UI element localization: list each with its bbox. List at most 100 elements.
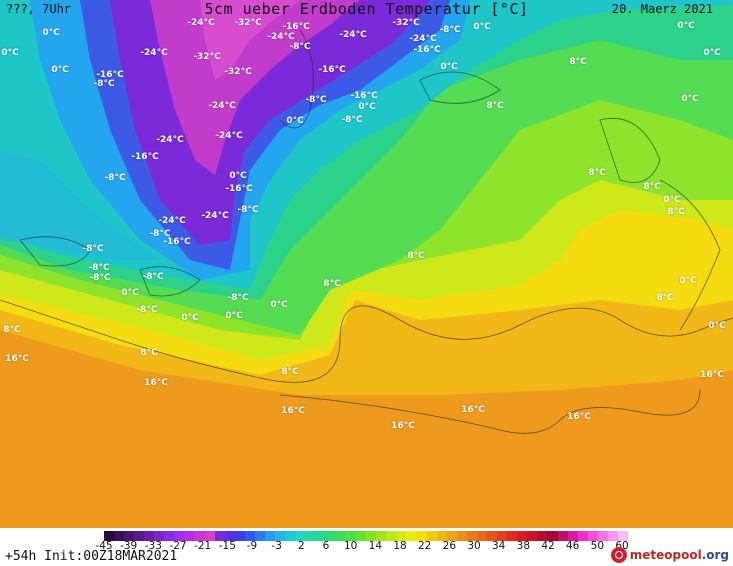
color-swatch <box>436 531 447 541</box>
isotherm-label: -24°C <box>215 131 243 141</box>
isotherm-label: -8°C <box>289 42 311 52</box>
isotherm-label: 8°C <box>643 182 661 192</box>
color-swatch <box>376 531 387 541</box>
isotherm-label: -8°C <box>227 293 249 303</box>
color-swatch <box>285 531 296 541</box>
scale-tick-label: -21 <box>194 540 212 552</box>
scale-tick-label: 22 <box>417 540 432 552</box>
color-swatch <box>124 531 135 541</box>
color-swatch <box>255 531 266 541</box>
zone-magenta-core <box>200 0 300 80</box>
color-swatch <box>547 531 558 541</box>
scale-tick-label: -15 <box>218 540 236 552</box>
isotherm-label: 0°C <box>1 48 19 58</box>
color-swatch <box>426 531 437 541</box>
color-swatch <box>275 531 286 541</box>
scale-tick-label: 6 <box>322 540 330 552</box>
isotherm-label: 16°C <box>144 378 168 388</box>
color-swatch <box>577 531 588 541</box>
scale-tick-label: -27 <box>169 540 187 552</box>
color-swatch <box>517 531 528 541</box>
scale-tick-label: -33 <box>144 540 162 552</box>
color-swatch <box>456 531 467 541</box>
color-swatch <box>507 531 518 541</box>
scale-tick-label: 10 <box>343 540 358 552</box>
scale-tick-label: 46 <box>565 540 580 552</box>
isotherm-label: -8°C <box>93 79 115 89</box>
isotherm-label: 0°C <box>229 171 247 181</box>
color-swatch <box>366 531 377 541</box>
isotherm-label: -24°C <box>187 18 215 28</box>
isotherm-label: -8°C <box>149 229 171 239</box>
isotherm-label: -16°C <box>282 22 310 32</box>
isotherm-label: 8°C <box>281 367 299 377</box>
isotherm-label: -16°C <box>225 184 253 194</box>
isotherm-label: 16°C <box>5 354 29 364</box>
color-swatch <box>406 531 417 541</box>
isotherm-label: -16°C <box>413 45 441 55</box>
scale-tick-label: 2 <box>297 540 305 552</box>
isotherm-label: 8°C <box>407 251 425 261</box>
isotherm-label: 16°C <box>567 412 591 422</box>
isotherm-label: -32°C <box>392 18 420 28</box>
isotherm-label: 0°C <box>473 22 491 32</box>
isotherm-label: -24°C <box>339 30 367 40</box>
isotherm-label: -8°C <box>136 305 158 315</box>
logo-main: meteopool <box>629 548 702 562</box>
color-swatch <box>386 531 397 541</box>
isotherm-label: 8°C <box>323 279 341 289</box>
zone-magenta <box>150 0 360 175</box>
scale-tick-label: -45 <box>95 540 113 552</box>
color-swatch <box>476 531 487 541</box>
color-scale-bar <box>104 531 629 541</box>
color-swatch <box>335 531 346 541</box>
color-swatch <box>164 531 175 541</box>
scale-tick-label: -3 <box>271 540 282 552</box>
legend: -45 -39 -33 -27 -21 -15 -9 -3 2 6 10 14 18 22 26 30 34 38… <box>0 528 733 566</box>
color-swatch <box>567 531 578 541</box>
isotherm-label: 0°C <box>286 116 304 126</box>
scale-tick-label: 18 <box>393 540 407 552</box>
isotherm-label: -24°C <box>201 211 229 221</box>
isotherm-label: 0°C <box>681 94 699 104</box>
map-canvas <box>0 0 733 528</box>
isotherm-label: -16°C <box>131 152 159 162</box>
map-title: 5cm ueber Erdboden Temperatur [°C] <box>204 0 529 18</box>
temperature-map: -24°C -32°C -16°C -32°C -8°C 0°C 0°C 0°C 0°C 0°C -… <box>0 0 733 528</box>
color-swatch <box>607 531 618 541</box>
isotherm-label: -8°C <box>82 244 104 254</box>
scale-tick-label: 34 <box>491 540 506 552</box>
scale-tick-label: 42 <box>541 540 555 552</box>
isotherm-label: -24°C <box>208 101 236 111</box>
scale-tick-label: -39 <box>120 540 138 552</box>
scale-tick-label: 38 <box>516 540 531 552</box>
color-swatch <box>416 531 427 541</box>
color-swatch <box>295 531 306 541</box>
color-swatch <box>235 531 246 541</box>
isotherm-label: 0°C <box>440 62 458 72</box>
isotherm-label: 8°C <box>3 325 21 335</box>
color-swatch <box>325 531 336 541</box>
isotherm-label: -32°C <box>193 52 221 62</box>
scale-tick-label: 26 <box>442 540 457 552</box>
isotherm-label: 0°C <box>663 195 681 205</box>
color-swatch <box>497 531 508 541</box>
isotherm-label: 0°C <box>677 21 695 31</box>
color-swatch <box>224 531 236 541</box>
color-swatch <box>396 531 407 541</box>
meteopool-logo: meteopool.org <box>610 546 729 564</box>
isotherm-label: 8°C <box>569 57 587 67</box>
isotherm-label: 8°C <box>588 168 606 178</box>
isotherm-label: -8°C <box>142 272 164 282</box>
color-swatch <box>345 531 356 541</box>
scale-tick-label: -9 <box>246 540 258 552</box>
isotherm-label: -32°C <box>224 67 252 77</box>
color-swatch <box>265 531 276 541</box>
isotherm-label: 0°C <box>225 311 243 321</box>
color-swatch <box>104 531 115 541</box>
scale-tick-label: 50 <box>590 540 605 552</box>
init-time-label: +54h Init:00Z18MAR2021 <box>5 549 178 564</box>
isotherm-label: 0°C <box>51 65 69 75</box>
color-swatch <box>617 531 629 541</box>
isotherm-label: -8°C <box>89 273 111 283</box>
